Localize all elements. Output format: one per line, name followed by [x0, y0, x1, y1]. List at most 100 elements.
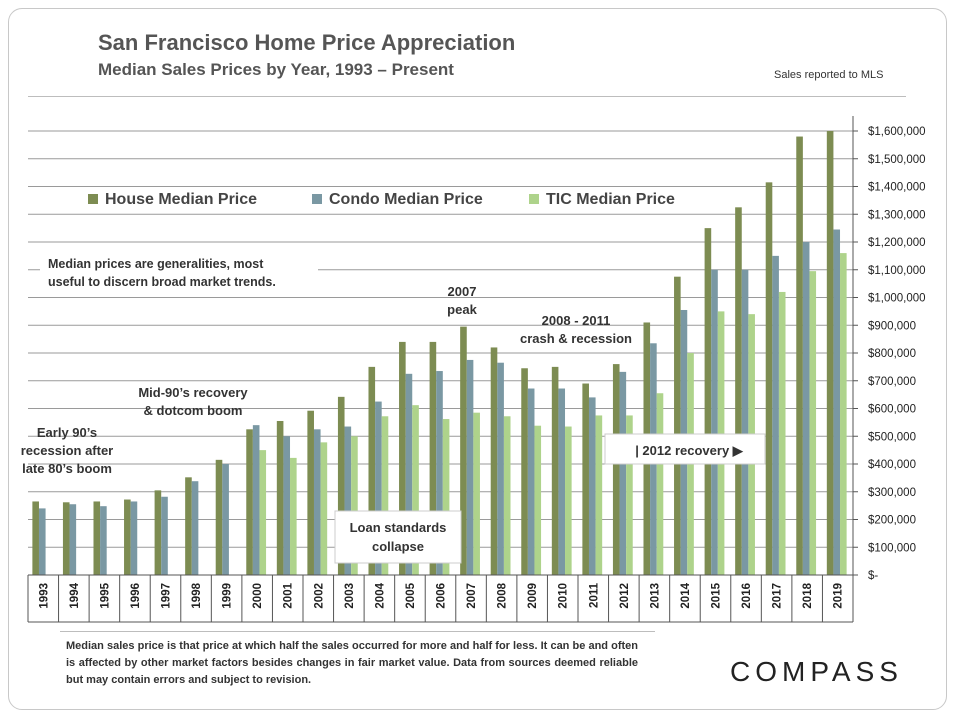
bar	[191, 481, 199, 575]
bar	[704, 228, 712, 575]
bar	[93, 501, 101, 575]
y-tick-label: $300,000	[868, 487, 916, 499]
bar	[619, 371, 627, 575]
bar	[252, 425, 260, 575]
bar	[344, 426, 352, 575]
legend-label: House Median Price	[105, 191, 257, 208]
bar	[412, 405, 419, 575]
bar	[588, 397, 596, 575]
bar	[405, 373, 413, 575]
legend-label: TIC Median Price	[546, 191, 675, 208]
bar	[130, 501, 138, 575]
x-tick-label: 1995	[99, 582, 111, 608]
annotation-text: 2007	[448, 284, 477, 299]
x-tick-label: 2010	[558, 583, 570, 609]
y-tick-label: $-	[868, 570, 878, 582]
annotation-text: & dotcom boom	[144, 403, 243, 418]
annotation-text: late 80’s boom	[22, 461, 112, 476]
bar	[313, 429, 321, 575]
y-tick-label: $1,100,000	[868, 265, 926, 277]
bar	[473, 412, 480, 575]
source-note: Sales reported to MLS	[774, 69, 884, 81]
annotation-text: useful to discern broad market trends.	[48, 275, 276, 289]
x-tick-label: 1993	[38, 583, 50, 609]
annotation-text: crash & recession	[520, 331, 632, 346]
y-tick-label: $500,000	[868, 431, 916, 443]
x-tick-label: 2002	[313, 583, 325, 609]
header-divider	[28, 96, 906, 97]
x-tick-label: 2016	[741, 583, 753, 609]
bar	[124, 499, 131, 575]
annotation-box	[40, 252, 318, 294]
bar	[626, 415, 633, 575]
bar	[826, 131, 834, 575]
bar	[466, 359, 474, 575]
bar	[551, 366, 559, 575]
bar	[259, 450, 267, 575]
y-tick-label: $1,400,000	[868, 182, 926, 194]
bar	[375, 401, 382, 575]
x-tick-label: 1998	[191, 582, 203, 608]
annotation-text: Mid-90’s recovery	[138, 385, 248, 400]
x-tick-label: 2007	[466, 583, 478, 609]
bar	[490, 347, 498, 575]
bar	[69, 504, 77, 575]
bar	[840, 253, 847, 575]
footnote: Median sales price is that price at whic…	[66, 640, 638, 686]
annotation-text: Early 90’s	[37, 425, 97, 440]
y-tick-label: $1,600,000	[868, 126, 926, 138]
bar	[521, 368, 528, 575]
legend-swatch	[88, 194, 98, 204]
bar	[460, 326, 467, 575]
y-tick-label: $1,500,000	[868, 154, 926, 166]
chart-title: San Francisco Home Price Appreciation	[98, 30, 516, 55]
annotation-text: recession after	[21, 443, 114, 458]
x-tick-label: 2001	[283, 582, 295, 608]
bar	[582, 383, 589, 575]
bar	[436, 371, 443, 575]
bar	[565, 426, 572, 575]
legend-swatch	[529, 194, 539, 204]
bar	[735, 207, 742, 575]
bar	[802, 242, 810, 575]
bar	[381, 416, 389, 575]
y-tick-label: $200,000	[868, 515, 916, 527]
bar	[534, 425, 542, 575]
bar	[674, 276, 681, 575]
x-tick-label: 2006	[436, 583, 448, 609]
bar	[442, 419, 450, 575]
y-tick-label: $100,000	[868, 542, 916, 554]
bar	[595, 415, 603, 575]
x-tick-label: 2009	[527, 583, 539, 609]
annotation-text: collapse	[372, 539, 424, 554]
x-tick-label: 2018	[802, 582, 814, 608]
x-tick-label: 2005	[405, 582, 417, 608]
y-tick-label: $1,300,000	[868, 209, 926, 221]
annotation-box	[604, 433, 766, 465]
bar	[778, 291, 786, 575]
annotation-box	[334, 510, 462, 564]
y-tick-label: $1,200,000	[868, 237, 926, 249]
x-tick-label: 2019	[833, 583, 845, 609]
bar	[222, 464, 229, 575]
bar	[307, 410, 314, 575]
bar	[32, 501, 39, 575]
bar	[497, 362, 504, 575]
bar	[833, 229, 841, 575]
x-tick-label: 2014	[680, 582, 692, 608]
x-tick-label: 2000	[252, 583, 264, 609]
footnote-divider	[60, 631, 655, 632]
y-tick-label: $400,000	[868, 459, 916, 471]
bar	[185, 477, 192, 575]
bar	[246, 429, 253, 575]
annotation-text: Loan standards	[350, 520, 447, 535]
bar	[809, 271, 817, 575]
x-tick-label: 2003	[344, 583, 356, 609]
bar	[276, 420, 284, 575]
slide-frame	[8, 8, 947, 710]
legend-label: Condo Median Price	[329, 191, 483, 208]
bar	[796, 136, 803, 576]
bar	[429, 341, 437, 575]
y-tick-label: $800,000	[868, 348, 916, 360]
